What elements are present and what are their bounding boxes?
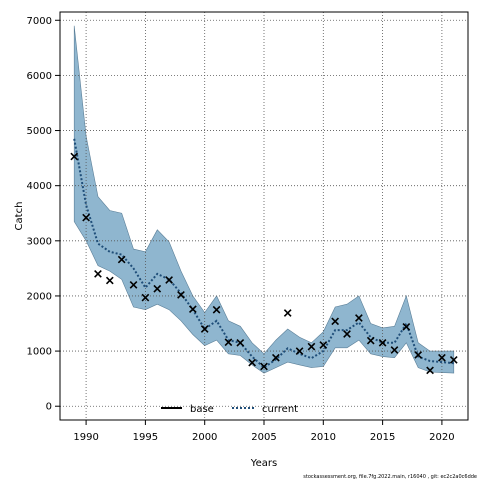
base-marker bbox=[378, 338, 387, 347]
base-marker bbox=[141, 293, 150, 302]
y-axis-title: Catch bbox=[14, 202, 25, 231]
legend: base current bbox=[161, 404, 298, 415]
base-marker bbox=[343, 330, 351, 338]
base-marker bbox=[307, 342, 316, 351]
base-marker bbox=[390, 346, 399, 354]
base-marker bbox=[271, 353, 280, 362]
y-tick-label: 0 bbox=[46, 402, 52, 413]
base-marker bbox=[117, 255, 126, 264]
base-marker bbox=[366, 336, 375, 345]
base-marker bbox=[224, 338, 233, 347]
base-marker bbox=[94, 270, 102, 278]
y-tick-label: 6000 bbox=[27, 71, 52, 82]
y-tick-label: 1000 bbox=[27, 347, 52, 358]
y-tick-label: 5000 bbox=[27, 126, 52, 137]
x-tick-label: 2020 bbox=[429, 432, 454, 443]
base-marker bbox=[165, 276, 173, 284]
base-marker bbox=[248, 358, 257, 367]
base-marker bbox=[402, 322, 411, 331]
x-tick-label: 2010 bbox=[311, 432, 336, 443]
base-marker bbox=[355, 314, 363, 322]
legend-current-label: current bbox=[262, 404, 298, 415]
base-marker bbox=[129, 281, 138, 289]
base-marker bbox=[319, 341, 328, 349]
base-marker bbox=[105, 276, 114, 285]
y-tick-label: 7000 bbox=[27, 16, 52, 27]
x-axis-title: Years bbox=[250, 458, 277, 469]
base-marker bbox=[414, 351, 423, 359]
base-marker bbox=[295, 347, 304, 355]
caption: stockassessment.org, file.7fg.2022.main,… bbox=[303, 474, 477, 480]
x-tick-label: 2005 bbox=[251, 432, 276, 443]
base-marker bbox=[260, 362, 268, 371]
x-tick-label: 1995 bbox=[133, 432, 158, 443]
base-marker bbox=[283, 309, 292, 317]
x-tick-label: 2000 bbox=[192, 432, 217, 443]
base-marker bbox=[153, 284, 162, 293]
base-marker bbox=[438, 353, 446, 362]
y-tick-label: 2000 bbox=[27, 291, 52, 302]
x-tick-label: 1990 bbox=[73, 432, 98, 443]
base-marker bbox=[331, 317, 340, 326]
x-axis: 1990 1995 2000 2005 2010 2015 2020 bbox=[73, 420, 455, 443]
base-marker bbox=[200, 325, 209, 333]
y-axis: 0 1000 2000 3000 4000 5000 6000 7000 bbox=[27, 16, 60, 413]
x-tick-label: 2015 bbox=[370, 432, 395, 443]
marker-layer bbox=[70, 152, 458, 375]
base-marker bbox=[177, 290, 185, 299]
base-marker bbox=[426, 366, 434, 375]
base-marker bbox=[212, 305, 221, 314]
base-marker bbox=[236, 338, 245, 347]
base-marker bbox=[82, 213, 90, 222]
legend-base-label: base bbox=[190, 404, 214, 415]
base-marker bbox=[70, 152, 79, 161]
base-marker bbox=[449, 356, 458, 364]
base-marker bbox=[188, 305, 197, 314]
y-tick-label: 3000 bbox=[27, 236, 52, 247]
y-tick-label: 4000 bbox=[27, 181, 52, 192]
